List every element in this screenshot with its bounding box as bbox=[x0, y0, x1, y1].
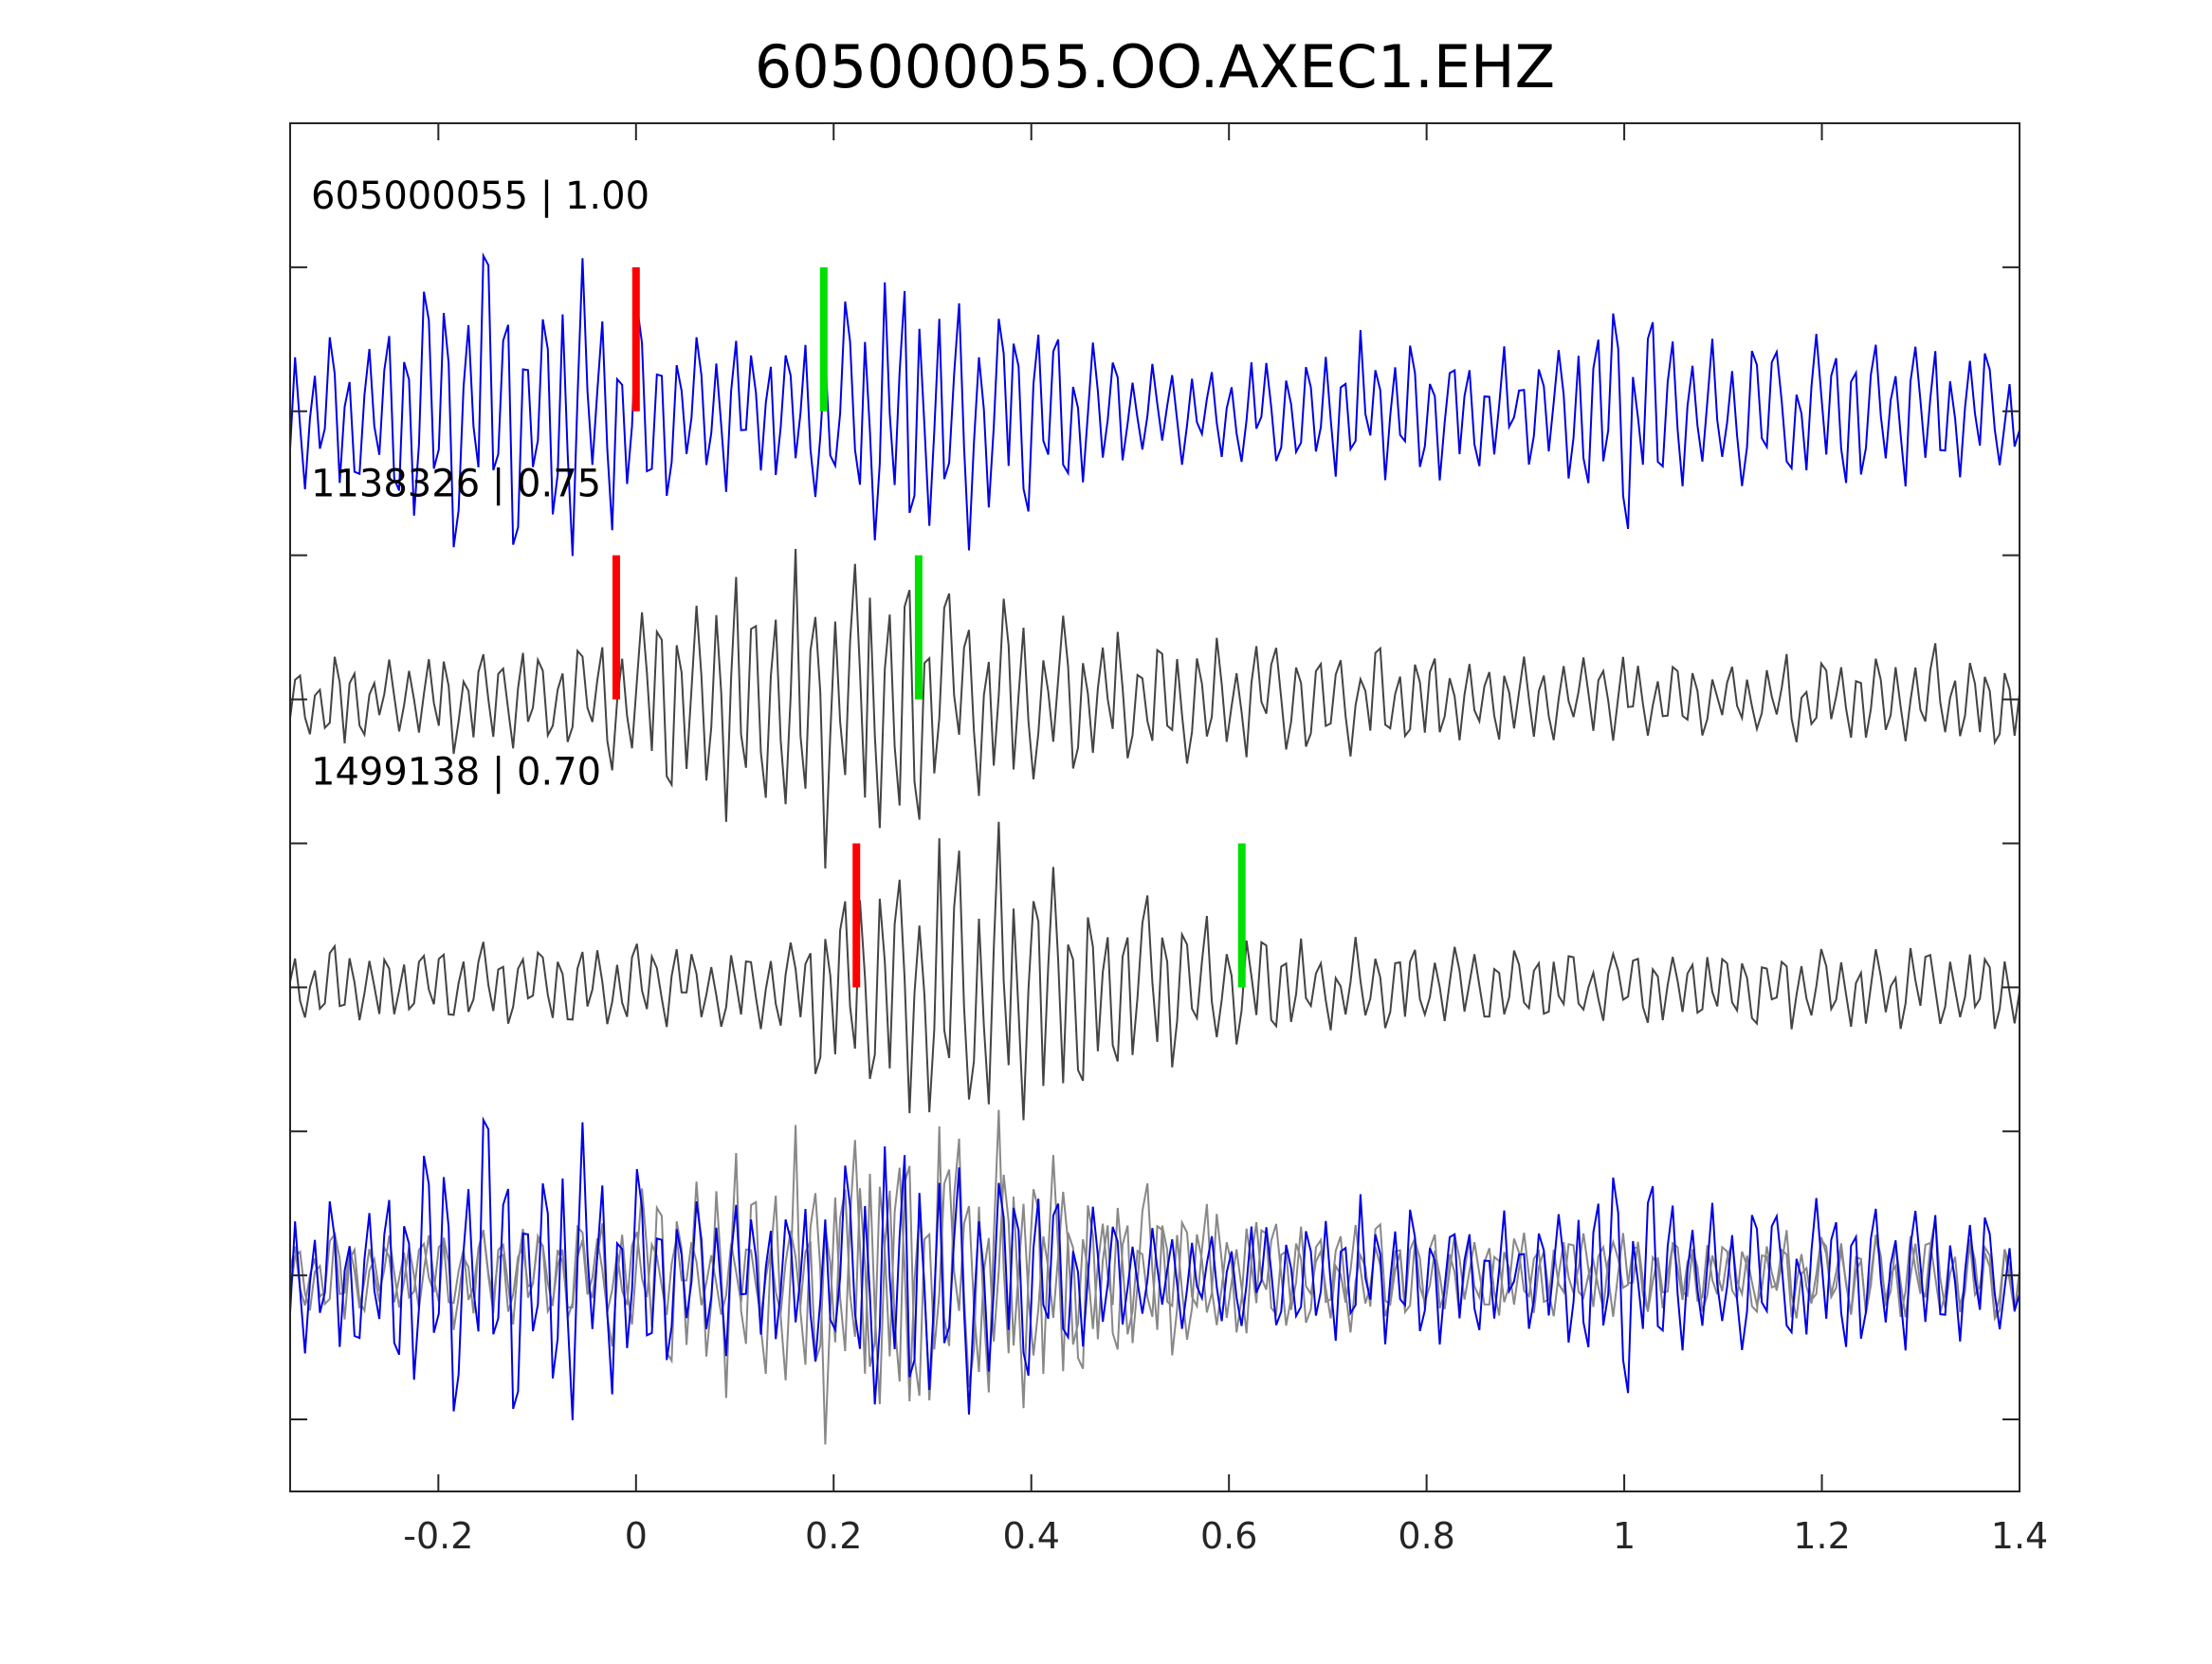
x-tick-label: 0.2 bbox=[805, 1515, 862, 1557]
trace-label-series-3: 1499138 | 0.70 bbox=[311, 751, 601, 795]
x-tick-label: 0.8 bbox=[1398, 1515, 1454, 1557]
x-tick-label: 1 bbox=[1613, 1515, 1636, 1557]
trace-label-series-1: 605000055 | 1.00 bbox=[311, 174, 649, 218]
trace-label-series-2: 1138326 | 0.75 bbox=[311, 463, 601, 506]
y-axis bbox=[290, 265, 2020, 1421]
x-tick-label: 0.6 bbox=[1200, 1515, 1257, 1557]
x-tick-label: -0.2 bbox=[403, 1515, 473, 1557]
trace-line-series-2 bbox=[289, 548, 2020, 869]
overlay-line-series-1 bbox=[289, 1116, 2020, 1420]
x-tick-label: 1.4 bbox=[1991, 1515, 2048, 1557]
x-axis: -0.2 0 0.2 0.4 0.6 0.8 1 1.2 1.4 bbox=[403, 123, 2048, 1557]
x-tick-label: 1.2 bbox=[1793, 1515, 1850, 1557]
trace-line-series-3 bbox=[289, 821, 2020, 1121]
x-tick-label: 0.4 bbox=[1002, 1515, 1059, 1557]
trace-line-series-1 bbox=[289, 252, 2020, 557]
axes-frame bbox=[289, 122, 2020, 1492]
plot-area: 605000055 | 1.00 1138326 | 0.75 1499138 | … bbox=[289, 174, 2020, 1445]
x-tick-label: 0 bbox=[625, 1515, 648, 1557]
chart-title: 605000055.OO.AXEC1.EHZ bbox=[755, 32, 1555, 101]
